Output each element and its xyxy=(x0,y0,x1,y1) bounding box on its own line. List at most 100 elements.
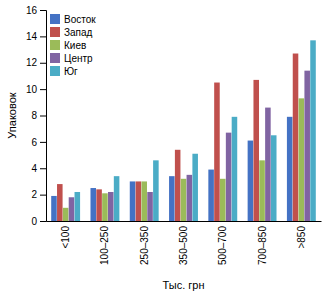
bar xyxy=(51,196,57,221)
tick-label: 12 xyxy=(26,57,38,68)
x-axis-title: Тыс. грн xyxy=(163,279,205,291)
bar xyxy=(169,176,175,221)
tick-mark xyxy=(40,221,46,222)
tick-label: 2 xyxy=(31,189,37,200)
bar xyxy=(57,184,63,221)
tick-mark xyxy=(40,36,46,37)
tick-label: 700–850 xyxy=(257,226,268,265)
bar xyxy=(147,192,153,221)
tick-label: 16 xyxy=(26,5,38,16)
bar xyxy=(310,40,316,221)
bar xyxy=(136,181,142,221)
tick-label: 4 xyxy=(31,163,37,174)
bar xyxy=(208,170,214,221)
bar xyxy=(220,179,226,221)
bar xyxy=(187,175,193,221)
tick-label: 14 xyxy=(26,31,38,42)
bar xyxy=(232,117,238,221)
bar xyxy=(102,193,108,221)
tick-label: 6 xyxy=(31,137,37,148)
legend-swatch xyxy=(50,66,60,76)
tick: 10 xyxy=(26,84,46,95)
legend-swatch xyxy=(50,27,60,37)
legend-swatch xyxy=(50,14,60,24)
tick-mark xyxy=(40,89,46,90)
tick: 700–850 xyxy=(257,226,268,265)
tick-mark xyxy=(40,10,46,11)
bar-series xyxy=(75,40,316,221)
tick-label: 250–350 xyxy=(139,226,150,265)
legend-swatch xyxy=(50,53,60,63)
bar xyxy=(253,80,259,221)
legend-item: Запад xyxy=(50,27,93,38)
legend-label: Восток xyxy=(64,14,96,25)
legend-label: Запад xyxy=(64,27,93,38)
bar xyxy=(271,135,277,221)
tick-label: 8 xyxy=(31,110,37,121)
bar xyxy=(259,160,265,221)
y-axis: 0 2 4 6 8 10 12 14 16 xyxy=(26,5,47,227)
bar-series xyxy=(63,98,304,221)
tick: 100–250 xyxy=(99,226,110,265)
bar xyxy=(75,192,81,221)
tick-mark xyxy=(40,195,46,196)
bar xyxy=(114,176,120,221)
tick: 500–700 xyxy=(217,226,228,265)
bar xyxy=(192,154,198,221)
plot: 0 2 4 6 8 10 12 14 16 <100 100–250 250–350 350–500 50… xyxy=(26,5,322,265)
tick: 0 xyxy=(31,216,46,227)
tick: 6 xyxy=(31,137,46,148)
tick-label: <100 xyxy=(60,226,71,249)
bar-series xyxy=(69,71,310,221)
bars xyxy=(51,40,316,221)
bar-series xyxy=(57,54,298,221)
axis-line xyxy=(47,221,322,222)
legend-item: Киев xyxy=(50,40,86,51)
chart: 0 2 4 6 8 10 12 14 16 <100 100–250 250–350 350–500 50… xyxy=(0,0,331,295)
tick-mark xyxy=(40,142,46,143)
tick: 16 xyxy=(26,5,46,16)
tick: <100 xyxy=(60,226,71,249)
bar xyxy=(90,188,96,221)
legend-label: Киев xyxy=(64,40,86,51)
tick-label: >850 xyxy=(296,226,307,249)
tick: 350–500 xyxy=(178,226,189,265)
bar xyxy=(108,192,114,221)
tick-label: 350–500 xyxy=(178,226,189,265)
tick: 250–350 xyxy=(139,226,150,265)
bar xyxy=(141,181,147,221)
legend-label: Центр xyxy=(64,53,93,64)
bar xyxy=(153,160,159,221)
tick-mark xyxy=(40,116,46,117)
bar xyxy=(63,208,69,221)
bar xyxy=(214,83,220,221)
legend: Восток Запад Киев Центр Юг xyxy=(50,14,96,77)
legend-item: Центр xyxy=(50,53,93,64)
tick-label: 100–250 xyxy=(99,226,110,265)
tick-mark xyxy=(40,63,46,64)
legend-swatch xyxy=(50,40,60,50)
tick-label: 10 xyxy=(26,84,38,95)
tick: 12 xyxy=(26,57,46,68)
bar xyxy=(265,108,271,221)
bar xyxy=(130,181,136,221)
legend-item: Юг xyxy=(50,66,78,77)
tick: >850 xyxy=(296,226,307,249)
bar xyxy=(293,54,299,221)
x-axis: <100 100–250 250–350 350–500 500–700 700–850 >… xyxy=(47,222,322,265)
bar xyxy=(299,98,305,221)
y-axis-title: Упаковок xyxy=(6,92,18,138)
axis-line xyxy=(40,11,47,222)
bar xyxy=(175,150,181,221)
bar xyxy=(181,179,187,221)
bar xyxy=(248,141,254,221)
tick: 4 xyxy=(31,163,46,174)
legend-item: Восток xyxy=(50,14,96,25)
legend-label: Юг xyxy=(64,66,78,77)
bar xyxy=(287,117,293,221)
bar xyxy=(304,71,310,221)
bar xyxy=(69,197,75,221)
bar xyxy=(226,133,232,221)
tick-label: 500–700 xyxy=(217,226,228,265)
tick-label: 0 xyxy=(31,216,37,227)
